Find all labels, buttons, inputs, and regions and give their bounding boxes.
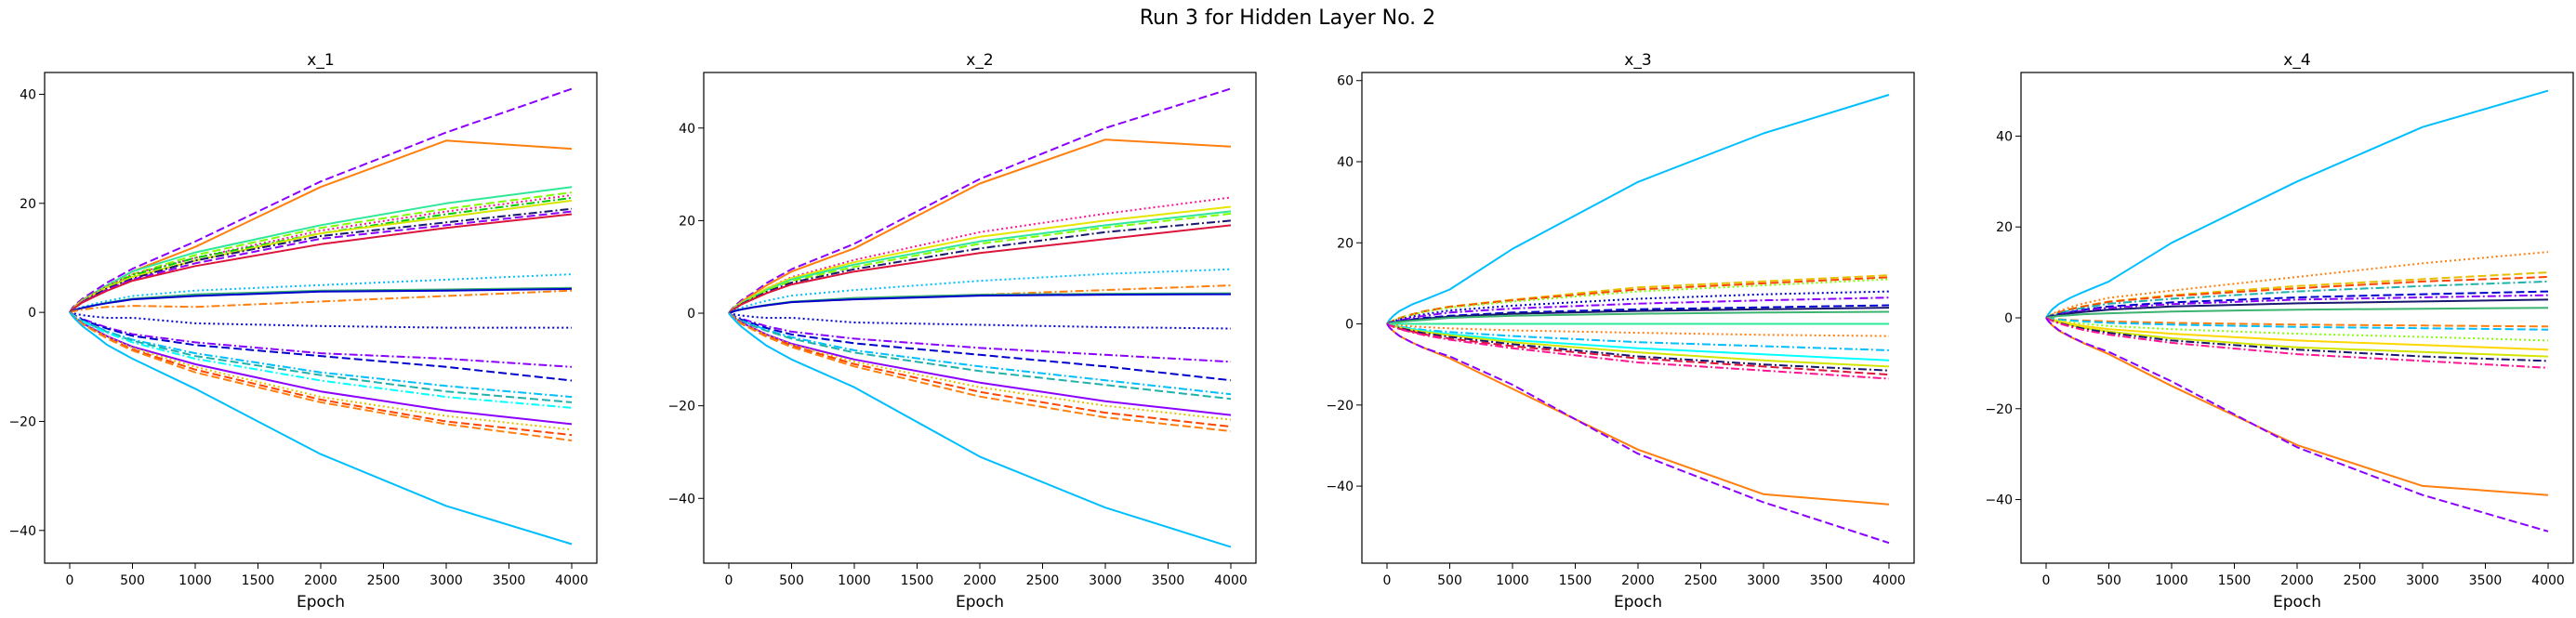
x-tick-label: 3500 — [1152, 573, 1185, 588]
panel-title: x_4 — [2283, 51, 2310, 70]
series-line-14 — [69, 289, 573, 314]
x-tick-label: 2000 — [1621, 573, 1655, 588]
series-line-8 — [728, 224, 1232, 314]
x-axis-label: Epoch — [2273, 593, 2321, 611]
series-line-13 — [728, 312, 1232, 330]
x-tick-label: 1500 — [242, 573, 275, 588]
x-tick-label: 0 — [725, 573, 733, 588]
x-tick-label: 4000 — [555, 573, 588, 588]
x-tick-label: 3000 — [2406, 573, 2439, 588]
series-line-19 — [1386, 322, 1890, 545]
y-tick-label: 20 — [679, 214, 695, 229]
x-tick-label: 3500 — [2469, 573, 2503, 588]
x-axis-label: Epoch — [956, 593, 1004, 611]
series-group — [2045, 89, 2549, 533]
x-tick-label: 4000 — [2531, 573, 2565, 588]
y-tick-label: 20 — [20, 197, 36, 212]
y-tick-label: −40 — [1326, 480, 1354, 494]
x-tick-label: 1500 — [901, 573, 934, 588]
series-group — [728, 87, 1232, 548]
x-tick-label: 0 — [66, 573, 74, 588]
series-group — [69, 87, 573, 546]
figure-suptitle: Run 3 for Hidden Layer No. 2 — [1140, 7, 1435, 30]
series-line-18 — [2045, 317, 2549, 533]
y-tick-label: −40 — [8, 524, 36, 539]
series-line-21 — [728, 312, 1232, 432]
series-line-15 — [69, 311, 572, 329]
x-axis-label: Epoch — [1614, 593, 1662, 611]
x-tick-label: 0 — [2042, 573, 2051, 588]
x-tick-label: 2000 — [963, 573, 997, 588]
series-line-10 — [69, 213, 573, 313]
x-tick-label: 2500 — [1026, 573, 1060, 588]
x-tick-label: 2500 — [2344, 573, 2377, 588]
y-tick-label: −40 — [1985, 493, 2013, 508]
y-tick-label: 40 — [20, 87, 36, 102]
y-tick-label: 0 — [28, 306, 36, 321]
panel-x1: 0 500 1000 1500 2000 2500 3000 3500 4000 −40 −20 0 2… — [8, 51, 598, 611]
y-tick-label: −20 — [1985, 402, 2013, 417]
x-tick-label: 0 — [1383, 573, 1392, 588]
y-tick-label: 0 — [687, 307, 695, 322]
panel-x4: 0 500 1000 1500 2000 2500 3000 3500 4000 −40 −20 0 2… — [1985, 51, 2574, 611]
panel-title: x_1 — [307, 51, 334, 70]
x-tick-label: 1500 — [2218, 573, 2252, 588]
y-tick-label: 40 — [1337, 155, 1354, 170]
x-tick-label: 500 — [120, 573, 145, 588]
y-tick-label: −20 — [8, 414, 36, 429]
x-axis-label: Epoch — [297, 593, 345, 611]
series-group — [1386, 94, 1890, 545]
x-tick-label: 2500 — [367, 573, 401, 588]
x-tick-label: 1500 — [1559, 573, 1592, 588]
series-line-22 — [728, 312, 1232, 548]
y-tick-label: 0 — [2004, 311, 2013, 326]
x-tick-label: 4000 — [1214, 573, 1248, 588]
x-tick-label: 1000 — [838, 573, 871, 588]
y-tick-label: 40 — [679, 122, 695, 137]
y-tick-label: −20 — [1326, 399, 1354, 414]
panel-title: x_2 — [966, 51, 993, 70]
series-line-12 — [728, 293, 1232, 314]
series-line-17 — [1386, 322, 1890, 380]
x-tick-label: 3500 — [1810, 573, 1843, 588]
y-tick-label: 20 — [1996, 220, 2013, 235]
panel-x2: 0 500 1000 1500 2000 2500 3000 3500 4000 −40 −20 0 2… — [667, 51, 1257, 611]
x-tick-label: 1000 — [2155, 573, 2188, 588]
x-tick-label: 2000 — [2280, 573, 2314, 588]
y-tick-label: −20 — [667, 400, 695, 414]
x-tick-label: 2500 — [1684, 573, 1718, 588]
series-line-25 — [69, 311, 573, 546]
x-tick-label: 500 — [1437, 573, 1462, 588]
x-tick-label: 3000 — [1089, 573, 1122, 588]
x-tick-label: 4000 — [1872, 573, 1906, 588]
x-tick-label: 500 — [2096, 573, 2121, 588]
series-line-1 — [69, 87, 573, 313]
y-tick-label: 20 — [1337, 236, 1354, 251]
x-tick-label: 3000 — [1747, 573, 1780, 588]
y-tick-label: −40 — [667, 492, 695, 506]
x-tick-label: 500 — [779, 573, 804, 588]
y-tick-label: 40 — [1996, 129, 2013, 144]
x-tick-label: 1000 — [178, 573, 212, 588]
series-line-1 — [1386, 94, 1890, 325]
x-tick-label: 1000 — [1496, 573, 1529, 588]
x-tick-label: 3000 — [429, 573, 463, 588]
series-line-16 — [2045, 317, 2549, 369]
y-tick-label: 60 — [1337, 74, 1354, 89]
series-line-1 — [2045, 89, 2549, 319]
series-line-9 — [2045, 307, 2549, 319]
panel-title: x_3 — [1624, 51, 1651, 70]
panel-x3: 0 500 1000 1500 2000 2500 3000 3500 4000 −40 −20 0 2… — [1326, 51, 1915, 611]
x-tick-label: 2000 — [304, 573, 337, 588]
y-tick-label: 0 — [1345, 318, 1354, 333]
x-tick-label: 3500 — [493, 573, 526, 588]
